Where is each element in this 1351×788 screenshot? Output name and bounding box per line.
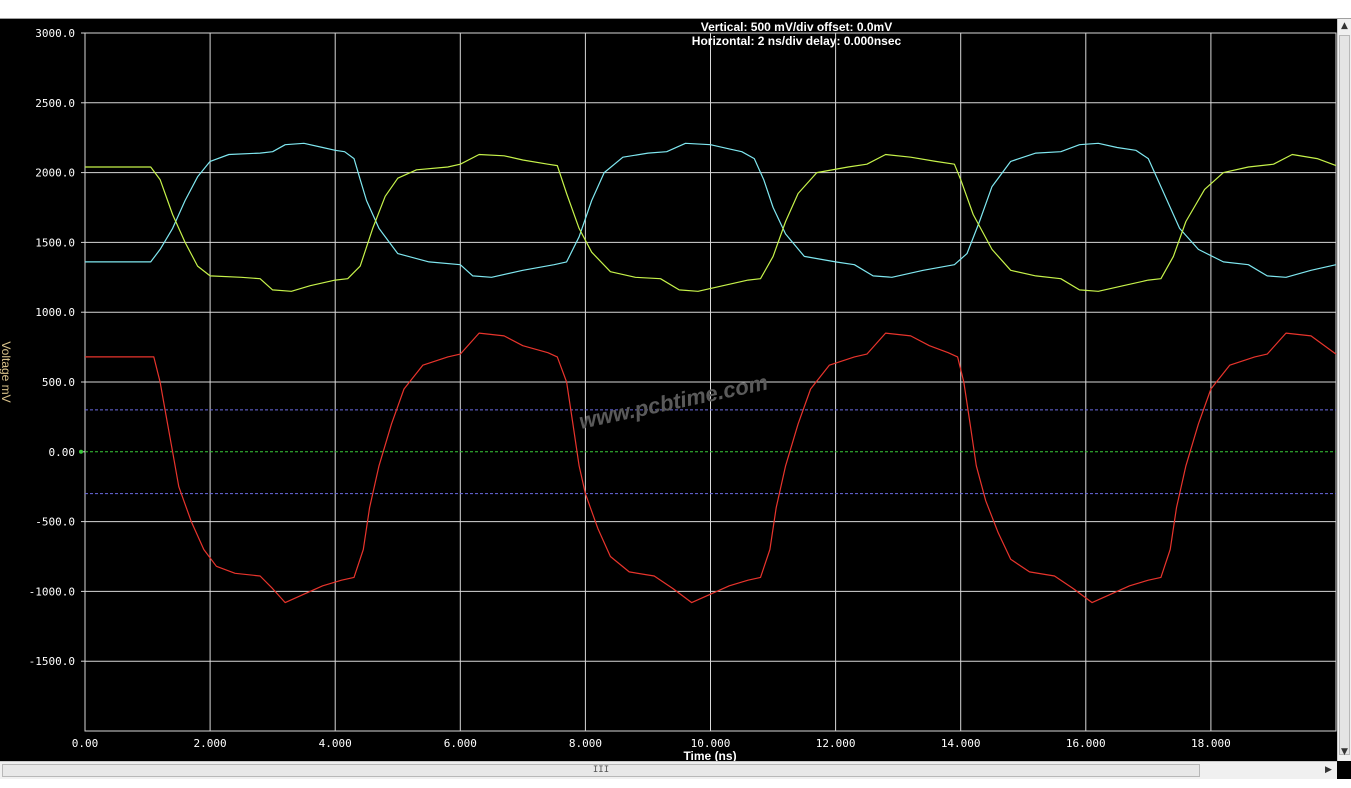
header-line-2: Horizontal: 2 ns/div delay: 0.000nsec — [692, 34, 902, 48]
y-tick-label: 1000.0 — [35, 306, 75, 319]
x-tick-label: 4.000 — [319, 737, 352, 750]
y-tick-label: 0.00 — [49, 446, 76, 459]
header-line-1: Vertical: 500 mV/div offset: 0.0mV — [701, 20, 892, 34]
x-tick-label: 8.000 — [569, 737, 602, 750]
y-tick-label: -1000.0 — [29, 585, 75, 598]
series-line-3 — [85, 332, 1337, 604]
y-tick-label: -500.0 — [35, 516, 75, 529]
watermark-text: www.pcbtime.com — [577, 369, 770, 433]
x-tick-label: 6.000 — [444, 737, 477, 750]
horizontal-scrollbar[interactable]: III ▶ — [0, 761, 1337, 780]
series-line-1 — [85, 142, 1337, 278]
y-tick-label: -1500.0 — [29, 655, 75, 668]
scroll-down-arrow-icon[interactable]: ▼ — [1341, 747, 1348, 757]
y-tick-label: 1500.0 — [35, 236, 75, 249]
x-tick-label: 12.000 — [816, 737, 856, 750]
scroll-up-arrow-icon[interactable]: ▲ — [1341, 21, 1348, 31]
x-axis-label: Time (ns) — [683, 749, 736, 761]
y-axis-label: Voltage mV — [0, 341, 13, 402]
x-tick-label: 16.000 — [1066, 737, 1106, 750]
vertical-scrollbar[interactable]: ▲ ▼ — [1337, 19, 1351, 761]
x-tick-label: 18.000 — [1191, 737, 1231, 750]
y-tick-label: 2000.0 — [35, 167, 75, 180]
zero-marker — [79, 449, 83, 454]
x-tick-label: 2.000 — [194, 737, 227, 750]
waveform-chart: 0.00 2.000 4.000 6.000 8.000 10.000 12.000 14.0… — [0, 20, 1337, 761]
scroll-right-arrow-icon[interactable]: ▶ — [1325, 765, 1332, 775]
status-strip — [0, 779, 1351, 788]
x-tick-label: 10.000 — [691, 737, 731, 750]
y-tick-label: 2500.0 — [35, 97, 75, 110]
y-tick-label: 500.0 — [42, 376, 75, 389]
window-title-bar — [0, 0, 1351, 19]
horizontal-scroll-thumb[interactable]: III — [2, 764, 1200, 777]
y-tick-label: 3000.0 — [35, 27, 75, 40]
scrollbar-grip-icon: III — [592, 765, 610, 775]
x-tick-label: 0.00 — [72, 737, 99, 750]
vertical-scroll-thumb[interactable] — [1339, 35, 1350, 755]
x-tick-label: 14.000 — [941, 737, 981, 750]
series-line-2 — [85, 153, 1337, 292]
